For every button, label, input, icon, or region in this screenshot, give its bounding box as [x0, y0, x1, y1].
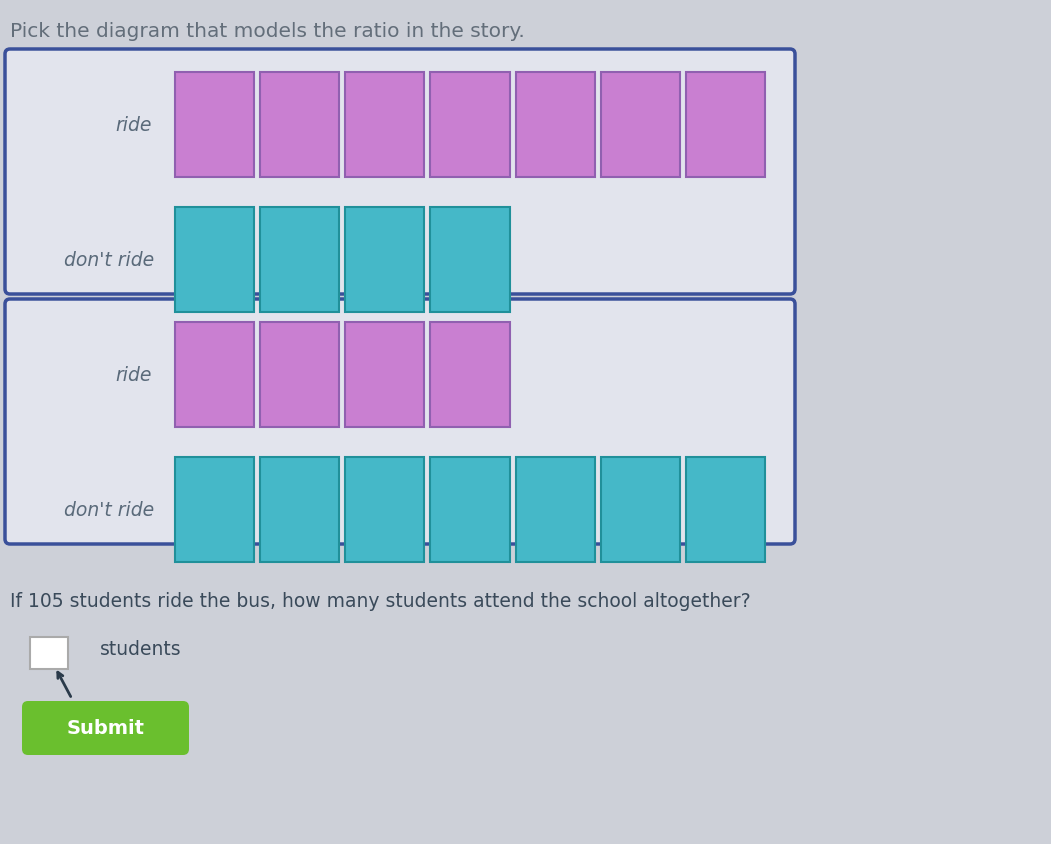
- FancyBboxPatch shape: [346, 208, 425, 312]
- FancyBboxPatch shape: [176, 322, 254, 428]
- Text: Submit: Submit: [66, 718, 144, 738]
- FancyBboxPatch shape: [261, 73, 339, 178]
- FancyBboxPatch shape: [516, 457, 595, 562]
- FancyBboxPatch shape: [176, 457, 254, 562]
- FancyBboxPatch shape: [431, 208, 510, 312]
- FancyBboxPatch shape: [431, 73, 510, 178]
- FancyBboxPatch shape: [346, 457, 425, 562]
- FancyBboxPatch shape: [261, 322, 339, 428]
- Text: don't ride: don't ride: [64, 251, 153, 270]
- FancyBboxPatch shape: [261, 208, 339, 312]
- FancyBboxPatch shape: [686, 73, 765, 178]
- Text: ride: ride: [116, 365, 152, 385]
- FancyBboxPatch shape: [176, 208, 254, 312]
- FancyBboxPatch shape: [176, 73, 254, 178]
- FancyBboxPatch shape: [346, 73, 425, 178]
- Text: don't ride: don't ride: [64, 500, 153, 519]
- FancyBboxPatch shape: [431, 457, 510, 562]
- FancyBboxPatch shape: [5, 300, 795, 544]
- Bar: [30, 637, 68, 669]
- Text: students: students: [100, 640, 182, 658]
- FancyBboxPatch shape: [601, 457, 680, 562]
- FancyBboxPatch shape: [22, 701, 189, 755]
- FancyBboxPatch shape: [516, 73, 595, 178]
- FancyBboxPatch shape: [601, 73, 680, 178]
- Text: Pick the diagram that models the ratio in the story.: Pick the diagram that models the ratio i…: [11, 22, 524, 41]
- Text: ride: ride: [116, 116, 152, 135]
- FancyBboxPatch shape: [261, 457, 339, 562]
- Text: If 105 students ride the bus, how many students attend the school altogether?: If 105 students ride the bus, how many s…: [11, 592, 750, 610]
- FancyBboxPatch shape: [5, 50, 795, 295]
- FancyBboxPatch shape: [686, 457, 765, 562]
- FancyBboxPatch shape: [431, 322, 510, 428]
- FancyBboxPatch shape: [346, 322, 425, 428]
